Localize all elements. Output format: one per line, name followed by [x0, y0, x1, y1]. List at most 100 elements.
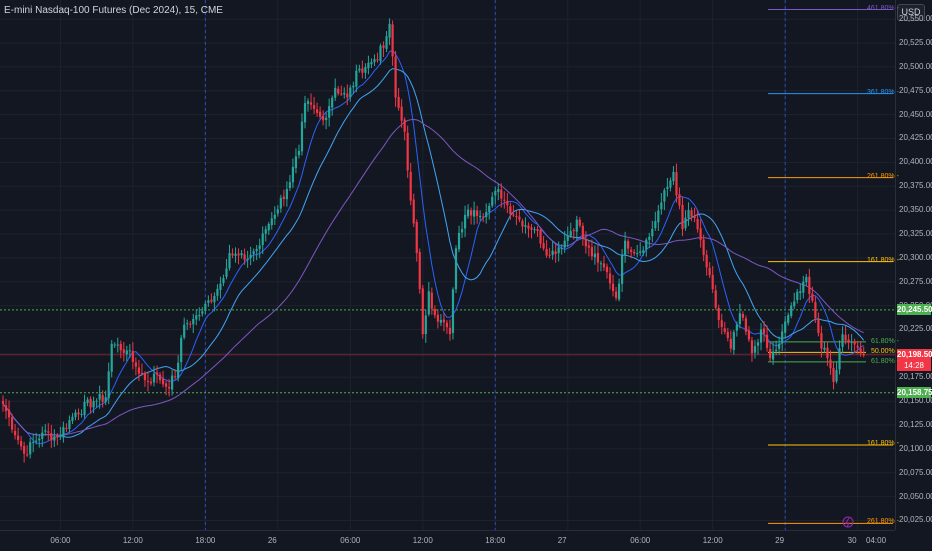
- candle: [690, 207, 693, 222]
- candle: [343, 87, 346, 99]
- candle: [104, 390, 107, 406]
- candle: [787, 312, 790, 326]
- candle: [13, 423, 17, 440]
- candle: [772, 342, 775, 365]
- symbol-title[interactable]: E-mini Nasdaq-100 Futures (Dec 2024), 15…: [4, 5, 223, 16]
- candle: [161, 370, 165, 388]
- candle: [134, 357, 137, 376]
- candle: [234, 247, 237, 263]
- candle: [406, 125, 409, 178]
- candle: [645, 237, 648, 257]
- candle: [454, 245, 458, 294]
- candle: [557, 241, 560, 262]
- candle: [470, 207, 473, 225]
- price-tick-label: 20,275.00: [899, 276, 932, 286]
- moving-averages: [2, 49, 865, 445]
- candle: [415, 219, 418, 262]
- candle: [621, 249, 624, 292]
- candle: [38, 434, 41, 448]
- time-tick-label: 06:00: [630, 536, 651, 545]
- candle: [195, 309, 198, 326]
- candle: [279, 194, 282, 213]
- candle: [678, 187, 681, 210]
- candle: [639, 242, 642, 256]
- candle: [744, 315, 748, 336]
- candle: [152, 365, 156, 387]
- candle: [614, 286, 618, 301]
- candle: [853, 338, 856, 353]
- candle: [654, 211, 657, 231]
- plot-area[interactable]: [0, 0, 895, 530]
- candle: [168, 378, 171, 397]
- price-tick-label: 20,175.00: [899, 372, 932, 382]
- candle: [702, 234, 705, 262]
- time-tick-label: 12:00: [702, 536, 723, 545]
- candle: [143, 371, 147, 387]
- candle: [231, 248, 234, 259]
- candle: [696, 210, 699, 233]
- candle: [536, 226, 539, 237]
- candle: [252, 248, 255, 262]
- candle: [337, 85, 340, 96]
- candle: [530, 223, 533, 239]
- currency-button[interactable]: USD: [897, 4, 925, 21]
- candle: [596, 244, 600, 272]
- candle: [376, 52, 379, 63]
- candle: [388, 18, 391, 45]
- candle: [255, 244, 258, 261]
- time-tick-label: 12:00: [412, 536, 433, 545]
- candle: [177, 355, 180, 382]
- candle: [636, 244, 639, 258]
- candle: [660, 193, 663, 215]
- candle: [300, 113, 304, 156]
- candle: [158, 372, 162, 384]
- price-tag-label: 20,245.50: [897, 305, 932, 315]
- candle: [349, 84, 352, 102]
- alert-icon[interactable]: [842, 516, 854, 528]
- price-tick-label: 20,025.00: [899, 515, 932, 525]
- fib-retracement-label: 50.00% -: [871, 348, 900, 356]
- candle: [334, 78, 337, 101]
- price-tick-label: 20,050.00: [899, 491, 932, 501]
- candle: [560, 244, 563, 255]
- candle: [633, 249, 636, 256]
- fib-extension-label: 361.80% -: [867, 88, 899, 96]
- candle: [319, 106, 322, 121]
- price-axis[interactable]: 20,550.00 20,525.00 20,500.00 20,475.00 20,4…: [895, 0, 932, 530]
- candle: [482, 212, 485, 223]
- candle: [171, 369, 174, 396]
- candle: [367, 55, 370, 75]
- horizontal-levels: [0, 309, 895, 394]
- candle: [491, 192, 494, 208]
- candles: [1, 18, 865, 463]
- candle: [735, 321, 738, 337]
- candle: [137, 360, 140, 381]
- fib-levels[interactable]: [768, 9, 893, 524]
- ma-50-line: [2, 118, 864, 436]
- candle: [799, 283, 802, 301]
- candle: [340, 85, 343, 96]
- time-tick-label: 18:00: [485, 536, 506, 545]
- price-tick-label: 20,325.00: [899, 228, 932, 238]
- candle: [98, 385, 101, 409]
- countdown-tag: 14:28: [897, 360, 931, 372]
- candle: [312, 96, 316, 115]
- candle: [651, 220, 654, 243]
- candle: [26, 445, 29, 457]
- candle: [237, 248, 240, 265]
- candle: [400, 99, 403, 128]
- candle: [32, 433, 35, 453]
- candle: [243, 248, 246, 265]
- candle: [463, 205, 467, 238]
- candle: [578, 216, 581, 228]
- fib-retracement-label: 61.80% -: [871, 337, 900, 345]
- candle: [346, 84, 349, 106]
- price-tick-label: 20,150.00: [899, 396, 932, 406]
- candle: [575, 215, 578, 240]
- candle: [297, 144, 301, 159]
- candle: [315, 102, 319, 117]
- candle: [687, 202, 690, 226]
- candle: [657, 204, 660, 231]
- time-axis[interactable]: 06:00 12:00 18:00 26 06:00 12:00 18:00 27 06:00 1…: [0, 530, 895, 551]
